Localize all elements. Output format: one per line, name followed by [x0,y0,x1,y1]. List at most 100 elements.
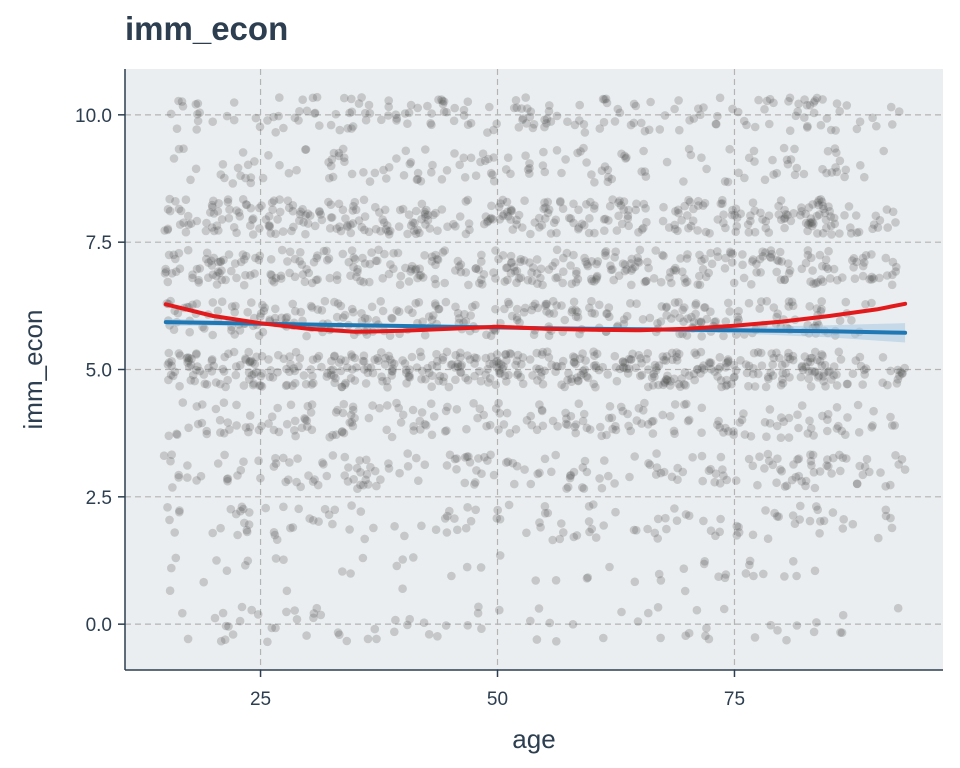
data-point [341,378,350,388]
data-point [495,605,504,615]
data-point [804,366,813,376]
data-point [278,227,288,236]
data-point [347,418,357,427]
data-point [692,605,702,615]
data-point [699,559,709,569]
data-point [324,158,333,167]
data-point [636,354,645,363]
data-point [354,216,364,225]
data-point [535,364,544,374]
data-point [442,166,452,175]
data-point [521,151,530,160]
data-point [584,502,594,511]
data-point [531,576,540,585]
data-point [798,365,808,375]
data-point [438,96,447,106]
data-point [315,207,324,217]
data-point [504,299,514,309]
data-point [406,267,415,276]
data-point [535,518,544,527]
data-point [623,214,633,223]
data-point [284,203,294,213]
data-point [699,361,708,370]
data-point [506,169,515,179]
data-point [381,225,391,234]
data-point [284,475,293,485]
data-point [244,347,253,357]
data-point [800,95,809,104]
data-point [780,572,789,581]
data-point [644,608,653,618]
data-point [256,473,265,483]
data-point [289,222,298,232]
data-point [453,525,462,535]
data-point [382,221,392,230]
data-point [823,409,833,419]
data-point [848,256,857,265]
data-point [583,261,593,271]
data-point [662,157,672,167]
data-point [563,420,572,430]
data-point [476,157,485,167]
data-point [542,119,551,128]
data-point [640,167,650,176]
data-point [271,623,280,633]
data-point [750,122,760,132]
data-point [765,94,775,104]
data-point [581,257,590,267]
data-point [812,502,821,511]
data-point [806,277,815,287]
data-point [407,352,417,362]
data-point [431,260,440,270]
data-point [836,628,845,637]
data-point [886,102,896,112]
data-point [684,628,694,638]
data-point [309,609,319,618]
data-point [235,616,245,626]
data-point [837,426,846,436]
data-point [604,303,614,312]
data-point [352,272,361,282]
data-point [587,170,596,179]
data-point [882,271,892,280]
data-point [304,268,314,278]
data-point [711,469,721,479]
data-point [449,219,458,229]
data-point [881,482,890,491]
data-point [785,266,795,275]
data-point [672,352,681,362]
data-point [405,614,415,624]
data-point [238,148,248,157]
data-point [764,374,773,384]
data-point [281,381,291,391]
data-point [396,271,406,281]
data-point [538,379,548,389]
data-point [480,452,489,462]
data-point [329,371,339,380]
data-point [339,153,349,162]
data-point [514,274,524,283]
data-point [339,428,349,438]
data-point [706,464,715,474]
data-point [371,224,381,234]
data-point [843,379,852,389]
data-point [527,276,537,286]
data-point [258,300,267,310]
data-point [326,213,336,222]
data-point [665,381,675,390]
data-point [212,280,222,289]
data-point [656,576,666,585]
data-point [590,277,599,286]
data-point [659,355,669,365]
data-point [591,360,600,370]
data-point [724,356,733,366]
data-point [325,273,335,283]
data-point [782,635,791,645]
data-point [209,226,219,236]
data-point [787,475,797,485]
data-point [679,317,688,327]
data-point [464,280,473,290]
data-point [291,306,300,316]
data-point [204,363,213,373]
data-point [670,429,679,439]
